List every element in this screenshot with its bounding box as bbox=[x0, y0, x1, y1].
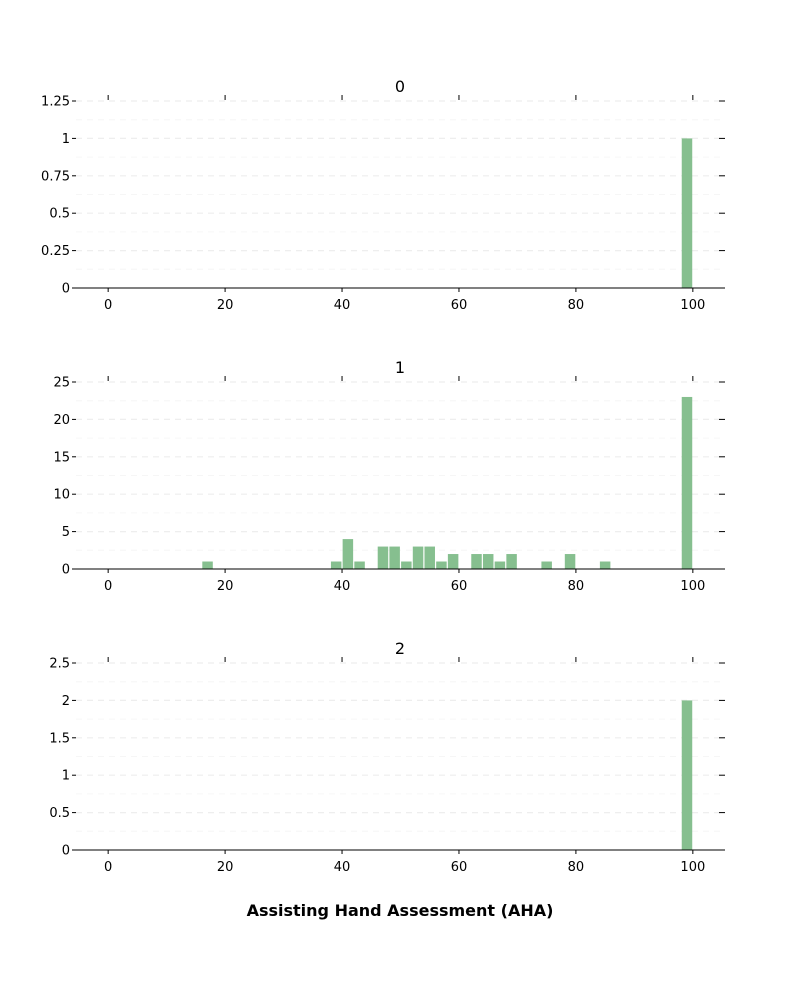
y-tick-label: 1 bbox=[62, 132, 70, 147]
panel-title: 1 bbox=[395, 358, 405, 377]
y-tick-label: 0.5 bbox=[49, 806, 70, 821]
x-tick-label: 40 bbox=[334, 579, 351, 594]
x-tick-label: 100 bbox=[680, 298, 705, 313]
y-tick-label: 1 bbox=[62, 769, 70, 784]
bar bbox=[202, 561, 213, 569]
bar bbox=[330, 561, 342, 569]
x-tick-label: 60 bbox=[451, 579, 468, 594]
y-tick-label: 0 bbox=[62, 563, 70, 578]
bar bbox=[681, 396, 693, 569]
y-tick-label: 20 bbox=[53, 413, 70, 428]
bar bbox=[681, 138, 693, 288]
x-tick-label: 60 bbox=[451, 860, 468, 875]
x-tick-label: 80 bbox=[568, 579, 585, 594]
x-tick-label: 20 bbox=[217, 298, 234, 313]
panel-1: 0 20 40 60 80 100 0 5 10 15 20 25 1 bbox=[53, 358, 725, 594]
y-tick-label: 0 bbox=[62, 282, 70, 297]
y-tick-label: 0.5 bbox=[49, 207, 70, 222]
y-tick-label: 1.25 bbox=[41, 95, 70, 110]
x-tick-label: 60 bbox=[451, 298, 468, 313]
bar bbox=[506, 554, 517, 569]
y-tick-label: 5 bbox=[62, 525, 70, 540]
bar bbox=[412, 546, 424, 569]
y-tick-label: 2.5 bbox=[49, 657, 70, 672]
x-tick-label: 20 bbox=[217, 860, 234, 875]
y-tick-label: 15 bbox=[53, 450, 70, 465]
y-tick-label: 0.25 bbox=[41, 244, 70, 259]
x-axis-label: Assisting Hand Assessment (AHA) bbox=[247, 901, 554, 920]
y-tick-label: 2 bbox=[62, 694, 70, 709]
panel-title: 0 bbox=[395, 77, 405, 96]
bar bbox=[354, 561, 365, 569]
bar bbox=[494, 561, 506, 569]
x-tick-label: 20 bbox=[217, 579, 234, 594]
panel-0: 0 20 40 60 80 100 0 0.25 0.5 0.75 1 1.25 0 bbox=[41, 77, 725, 313]
x-tick-label: 0 bbox=[104, 579, 112, 594]
bar bbox=[447, 554, 459, 569]
bar bbox=[599, 561, 611, 569]
y-tick-label: 0.75 bbox=[41, 169, 70, 184]
bar bbox=[436, 561, 447, 569]
panel-2: 0 20 40 60 80 100 0 0.5 1 1.5 2 2.5 2 bbox=[49, 639, 725, 875]
y-tick-label: 10 bbox=[53, 488, 70, 503]
x-tick-label: 100 bbox=[680, 579, 705, 594]
bar bbox=[342, 539, 354, 569]
x-tick-label: 100 bbox=[680, 860, 705, 875]
x-tick-label: 80 bbox=[568, 860, 585, 875]
bar bbox=[389, 546, 400, 569]
y-tick-label: 0 bbox=[62, 844, 70, 859]
bar bbox=[564, 554, 576, 569]
bar bbox=[681, 700, 693, 850]
bar bbox=[471, 554, 482, 569]
x-tick-label: 40 bbox=[334, 860, 351, 875]
y-tick-label: 25 bbox=[53, 376, 70, 391]
x-tick-label: 0 bbox=[104, 298, 112, 313]
bar bbox=[401, 561, 412, 569]
x-tick-label: 40 bbox=[334, 298, 351, 313]
bar bbox=[482, 554, 494, 569]
y-tick-label: 1.5 bbox=[49, 731, 70, 746]
x-tick-label: 80 bbox=[568, 298, 585, 313]
bar bbox=[424, 546, 435, 569]
x-tick-label: 0 bbox=[104, 860, 112, 875]
bar bbox=[541, 561, 552, 569]
panel-title: 2 bbox=[395, 639, 405, 658]
bar bbox=[377, 546, 389, 569]
